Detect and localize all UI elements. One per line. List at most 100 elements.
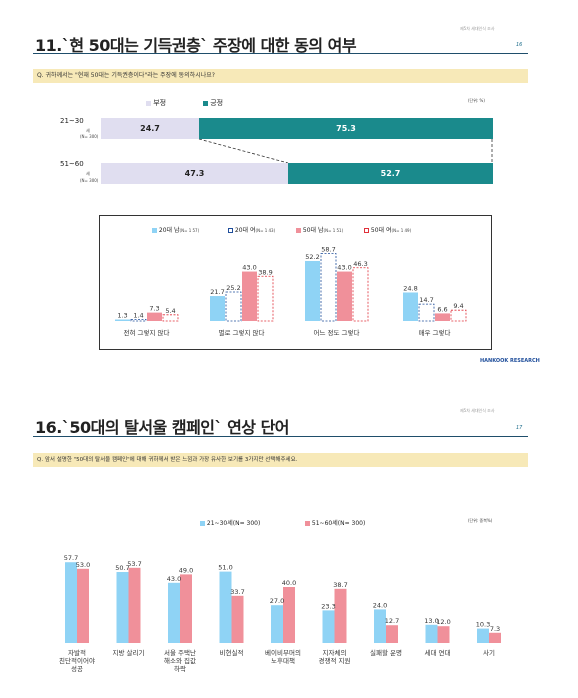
bar-5060 (283, 587, 295, 643)
legend-swatch-negative (146, 100, 151, 106)
row-sub: 세 (86, 171, 90, 176)
value-label: 7.3 (149, 305, 159, 313)
category-label: 베이비부머의 노후대책 (265, 648, 301, 665)
value-label: 24.8 (403, 284, 417, 292)
connector-lines (198, 139, 493, 163)
page-number: 17 (516, 425, 523, 431)
value-label: 5.4 (165, 307, 175, 315)
legend-5060: 51~60세(N= 300) (305, 518, 365, 527)
category-label: 사기 (483, 648, 495, 657)
title-rule (33, 436, 528, 437)
value-label: 1.4 (133, 311, 143, 319)
value-label: 53.0 (76, 561, 90, 569)
legend-50f: 50대 여(N= 1 49) (364, 225, 411, 234)
value-label: 52.2 (305, 253, 319, 261)
bar (162, 314, 179, 322)
value-label: 12.7 (385, 617, 399, 625)
legend-50f-label: 50대 여 (370, 227, 392, 234)
bar (320, 253, 337, 322)
swatch-50f (364, 228, 369, 233)
page-title: 11.`현 50대는 기득권층` 주장에 대한 동의 여부 (35, 36, 357, 55)
bar-5060 (128, 567, 141, 643)
group-label: 어느 정도 그렇다 (314, 328, 360, 337)
group-label: 전혀 그렇지 않다 (124, 328, 170, 337)
bar-2030 (219, 571, 232, 643)
bar-positive: 75.3 (199, 118, 493, 139)
bar (115, 319, 130, 321)
value-label: 12.0 (436, 618, 450, 626)
bar-2030 (477, 628, 489, 643)
value-label: 10.3 (476, 621, 490, 629)
bar-5060 (386, 625, 398, 643)
row-label: 21~30 (60, 117, 84, 125)
legend-positive-label: 긍정 (210, 99, 224, 107)
logo: HANKOOK RESEARCH (480, 358, 540, 364)
value-label: 49.0 (179, 566, 193, 574)
legend-negative-label: 부정 (153, 99, 167, 107)
bar-negative: 47.3 (101, 163, 288, 184)
category-label: 자발적 친단적이어야 성공 (59, 648, 95, 673)
category-label: 실패할 운명 (370, 648, 402, 657)
row-n: (N= 300) (80, 134, 99, 139)
group-label: 매우 그렇다 (419, 328, 451, 337)
legend-swatch-positive (203, 100, 208, 106)
value-label: 23.3 (321, 602, 335, 610)
legend-2030: 21~30세(N= 300) (200, 518, 260, 527)
value-label: 53.7 (127, 560, 141, 568)
value-label: 43.0 (337, 264, 351, 272)
category-label: 비현실적 (220, 648, 244, 657)
bar-5060 (437, 626, 450, 643)
bar (418, 303, 435, 322)
row-sub: 세 (86, 128, 90, 133)
bar (225, 291, 242, 322)
value-label: 27.0 (270, 597, 284, 605)
bar-2030 (271, 605, 283, 643)
page-number: 16 (516, 42, 523, 48)
bar (242, 271, 257, 321)
bar (305, 260, 320, 321)
category-label: 서울 주택난 해소와 집값 하락 (164, 648, 196, 673)
bar-5060 (77, 568, 89, 643)
value-label: 9.4 (453, 302, 463, 310)
value-label: 38.7 (333, 581, 347, 589)
value-label: 25.2 (226, 284, 240, 292)
value-label: 50.7 (115, 564, 129, 572)
title-rule (33, 53, 528, 54)
bar-5060 (231, 595, 244, 643)
value-label: 40.0 (282, 579, 296, 587)
value-label: 33.7 (230, 588, 244, 596)
bar-5060 (180, 574, 192, 643)
value-label: 51.0 (218, 564, 232, 572)
bar (337, 271, 352, 321)
legend-positive: 긍정 (203, 98, 223, 108)
bar-2030 (116, 572, 129, 643)
bar-2030 (65, 562, 77, 643)
unit-label: (단위: %) (468, 98, 485, 103)
legend-20f: 20대 여(N= 1 43) (228, 225, 275, 234)
header-text: 제5차 세대인식 조사 (460, 408, 495, 413)
swatch-20f (228, 228, 233, 233)
bar-5060 (489, 632, 501, 643)
legend-50f-n: (N= 1 49) (391, 228, 412, 233)
bar (257, 275, 274, 322)
bar-5060 (334, 588, 347, 643)
category-label: 지방 살리기 (113, 648, 145, 657)
unit-label: (단위: 중복%) (468, 518, 493, 523)
value-label: 57.7 (64, 554, 78, 562)
value-label: 14.7 (419, 296, 433, 304)
value-label: 1.3 (117, 312, 127, 320)
bar-2030 (374, 609, 386, 643)
bar (147, 312, 162, 321)
grouped-bar-chart: 1.3 1.47.3 5.4전혀 그렇지 않다21.725.243.038.9별로 … (115, 245, 467, 337)
legend-20m-label: 20대 남 (158, 227, 180, 234)
swatch-50m (296, 228, 301, 233)
value-label: 6.6 (437, 305, 447, 313)
row-n: (N= 300) (80, 178, 99, 183)
legend-50m-n: (N= 1 51) (323, 228, 344, 233)
question-bar: Q. 앞서 설명한 "50대의 탈서울 캠페인"에 대해 귀하께서 받은 느낌과… (33, 453, 528, 467)
legend-20f-n: (N= 1 43) (255, 228, 276, 233)
value-label: 7.3 (490, 625, 500, 633)
value-label: 43.0 (167, 575, 181, 583)
legend-50m-label: 50대 남 (302, 227, 324, 234)
bar-2030 (168, 582, 180, 643)
